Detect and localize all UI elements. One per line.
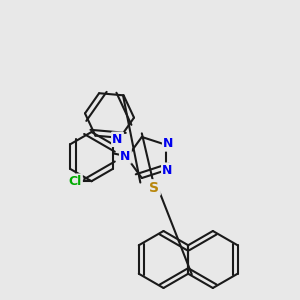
- Text: Cl: Cl: [68, 175, 82, 188]
- Text: N: N: [162, 164, 173, 177]
- Text: N: N: [163, 137, 174, 150]
- Text: S: S: [149, 181, 160, 194]
- Text: N: N: [112, 133, 123, 146]
- Text: N: N: [120, 149, 130, 163]
